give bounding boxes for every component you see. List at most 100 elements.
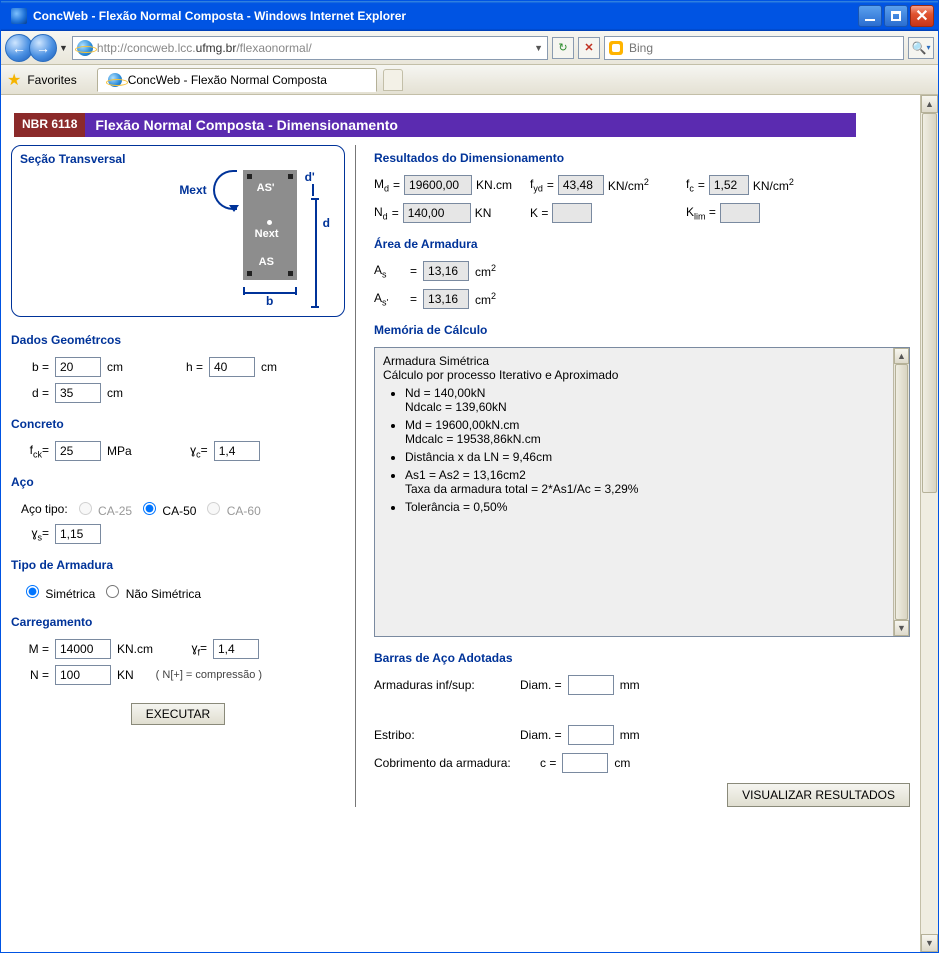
diam2-label: Diam. = — [520, 728, 562, 742]
memo-scroll-thumb[interactable] — [895, 364, 908, 620]
section-box: Seção Transversal Mext — [11, 145, 345, 317]
nsim-radio[interactable]: Não Simétrica — [101, 582, 201, 601]
visualizar-button[interactable]: VISUALIZAR RESULTADOS — [727, 783, 910, 807]
armadura-header: Tipo de Armadura — [11, 558, 345, 572]
fck-input[interactable] — [55, 441, 101, 461]
ie-title-icon — [11, 8, 27, 24]
yf-input[interactable] — [213, 639, 259, 659]
Asp-value — [423, 289, 469, 309]
stop-button[interactable]: ✕ — [578, 37, 600, 59]
active-tab[interactable]: ConcWeb - Flexão Normal Composta — [97, 68, 377, 92]
forward-button[interactable]: → — [29, 34, 57, 62]
left-column: Seção Transversal Mext — [11, 145, 356, 807]
N-input[interactable] — [55, 665, 111, 685]
d-input[interactable] — [55, 383, 101, 403]
execute-button[interactable]: EXECUTAR — [131, 703, 225, 725]
yc-input[interactable] — [214, 441, 260, 461]
search-button[interactable]: 🔍▾ — [908, 37, 934, 59]
tab-title: ConcWeb - Flexão Normal Composta — [128, 73, 327, 87]
moment-arrow-icon — [213, 170, 237, 210]
right-column: Resultados do Dimensionamento Md = KN.cm… — [356, 145, 910, 807]
h-input[interactable] — [209, 357, 255, 377]
fck-label: fck= — [21, 443, 49, 459]
area-header: Área de Armadura — [374, 237, 910, 251]
ca50-radio[interactable]: CA-50 — [138, 499, 196, 518]
memo-scroll-down-icon[interactable]: ▼ — [894, 620, 909, 636]
url-text: http://concweb.lcc.ufmg.br/flexaonormal/ — [97, 41, 530, 55]
K-value — [552, 203, 592, 223]
geo-header: Dados Geométrcos — [11, 333, 345, 347]
M-input[interactable] — [55, 639, 111, 659]
N-note: ( N[+] = compressão ) — [156, 669, 262, 681]
c-input[interactable] — [562, 753, 608, 773]
close-button[interactable]: ✕ — [910, 5, 934, 27]
page-content: NBR 6118 Flexão Normal Composta - Dimens… — [1, 95, 920, 952]
scroll-up-icon[interactable]: ▲ — [921, 95, 938, 113]
carreg-header: Carregamento — [11, 615, 345, 629]
Md-label: Md — [374, 177, 389, 193]
Md-value — [404, 175, 472, 195]
new-tab-button[interactable] — [383, 69, 403, 91]
ys-label: ɣs= — [21, 526, 49, 542]
nav-toolbar: ← → ▼ http://concweb.lcc.ufmg.br/flexaon… — [1, 31, 938, 65]
d-label: d = — [21, 386, 49, 400]
Nd-label: Nd — [374, 205, 388, 221]
ca60-radio[interactable]: CA-60 — [202, 499, 260, 518]
c-label: c = — [540, 756, 556, 770]
banner-code: NBR 6118 — [14, 113, 85, 137]
As-value — [423, 261, 469, 281]
memo-scrollbar[interactable]: ▲ ▼ — [893, 348, 909, 636]
favorites-star-icon[interactable]: ★ — [7, 70, 21, 90]
window-title: ConcWeb - Flexão Normal Composta - Windo… — [33, 9, 858, 23]
yf-label: ɣf= — [179, 641, 207, 657]
ys-input[interactable] — [55, 524, 101, 544]
scroll-down-icon[interactable]: ▼ — [921, 934, 938, 952]
diagram-spacer: d — [323, 170, 330, 230]
tab-row: ★ Favorites ConcWeb - Flexão Normal Comp… — [1, 65, 938, 95]
memo-box: Armadura Simétrica Cálculo por processo … — [374, 347, 910, 637]
banner-title: Flexão Normal Composta - Dimensionamento — [85, 113, 856, 137]
section-rect: AS' Next AS — [243, 170, 297, 280]
b-label: b = — [21, 360, 49, 374]
memo-header: Memória de Cálculo — [374, 323, 910, 337]
titlebar: ConcWeb - Flexão Normal Composta - Windo… — [1, 1, 938, 31]
refresh-button[interactable]: ↻ — [552, 37, 574, 59]
barras-header: Barras de Aço Adotadas — [374, 651, 910, 665]
Asp-label: As' — [374, 291, 404, 307]
cobr-label: Cobrimento da armadura: — [374, 756, 534, 770]
search-bar[interactable] — [604, 36, 904, 60]
url-dropdown-icon[interactable]: ▼ — [534, 43, 543, 53]
bing-icon — [609, 41, 623, 55]
Nd-value — [403, 203, 471, 223]
M-label: M = — [21, 642, 49, 656]
memo-scroll-up-icon[interactable]: ▲ — [894, 348, 909, 364]
ie-icon — [77, 40, 93, 56]
ca25-radio[interactable]: CA-25 — [74, 499, 132, 518]
d-dim-label: d — [323, 216, 330, 230]
mext-label: Mext — [179, 183, 206, 197]
ie-window: ConcWeb - Flexão Normal Composta - Windo… — [0, 0, 939, 953]
As-label: As — [374, 263, 404, 279]
nav-dropdown-icon[interactable]: ▼ — [59, 43, 68, 53]
sim-radio[interactable]: Simétrica — [21, 582, 95, 601]
url-bar[interactable]: http://concweb.lcc.ufmg.br/flexaonormal/… — [72, 36, 548, 60]
res-header: Resultados do Dimensionamento — [374, 151, 910, 165]
scroll-thumb[interactable] — [922, 113, 937, 493]
page-scrollbar[interactable]: ▲ ▼ — [920, 95, 938, 952]
aco-header: Aço — [11, 475, 345, 489]
page-banner: NBR 6118 Flexão Normal Composta - Dimens… — [14, 113, 856, 137]
diam1-input[interactable] — [568, 675, 614, 695]
favorites-label[interactable]: Favorites — [27, 73, 76, 87]
minimize-button[interactable] — [858, 5, 882, 27]
tab-ie-icon — [108, 73, 122, 87]
diam2-input[interactable] — [568, 725, 614, 745]
search-input[interactable] — [627, 40, 899, 56]
fc-value — [709, 175, 749, 195]
maximize-button[interactable] — [884, 5, 908, 27]
Klim-label: Klim = — [686, 205, 716, 221]
scroll-track[interactable] — [921, 113, 938, 934]
b-input[interactable] — [55, 357, 101, 377]
secao-header: Seção Transversal — [20, 152, 336, 166]
aco-tipo-label: Aço tipo: — [21, 502, 68, 516]
N-label: N = — [21, 668, 49, 682]
